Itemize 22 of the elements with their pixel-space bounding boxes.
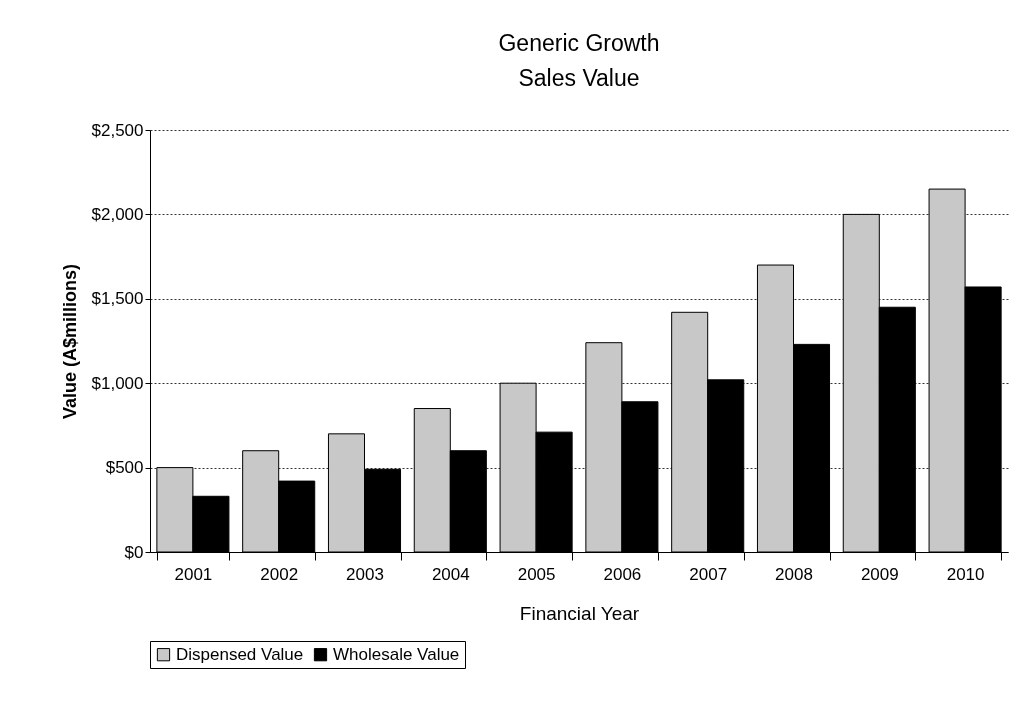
x-tick-label: 2004 <box>431 564 470 584</box>
y-tick-label: $1,500 <box>91 289 144 309</box>
y-axis-title: Value (A$millions) <box>59 263 80 420</box>
x-tick-label: 2007 <box>689 564 728 584</box>
x-tick-label: 2003 <box>346 564 384 584</box>
y-tick-label: $2,000 <box>91 204 144 224</box>
y-tick-label: $2,500 <box>91 120 144 140</box>
x-tick-label: 2002 <box>260 564 299 584</box>
y-tick-label: $500 <box>105 458 144 478</box>
x-tick-label: 2006 <box>603 564 642 584</box>
chart-title: Generic Growth <box>498 30 660 56</box>
x-tick-label: 2005 <box>517 564 556 584</box>
y-tick-label: $0 <box>124 542 144 562</box>
x-tick-label: 2010 <box>946 564 985 584</box>
x-tick-label: 2009 <box>860 564 899 584</box>
y-tick-label: $1,000 <box>91 373 144 393</box>
legend-label: Dispensed Value <box>176 644 304 664</box>
x-tick-label: 2001 <box>174 564 213 584</box>
x-axis-title: Financial Year <box>519 602 640 624</box>
legend-label: Wholesale Value <box>333 644 460 664</box>
x-tick-label: 2008 <box>775 564 813 584</box>
chart-subtitle: Sales Value <box>518 65 640 91</box>
